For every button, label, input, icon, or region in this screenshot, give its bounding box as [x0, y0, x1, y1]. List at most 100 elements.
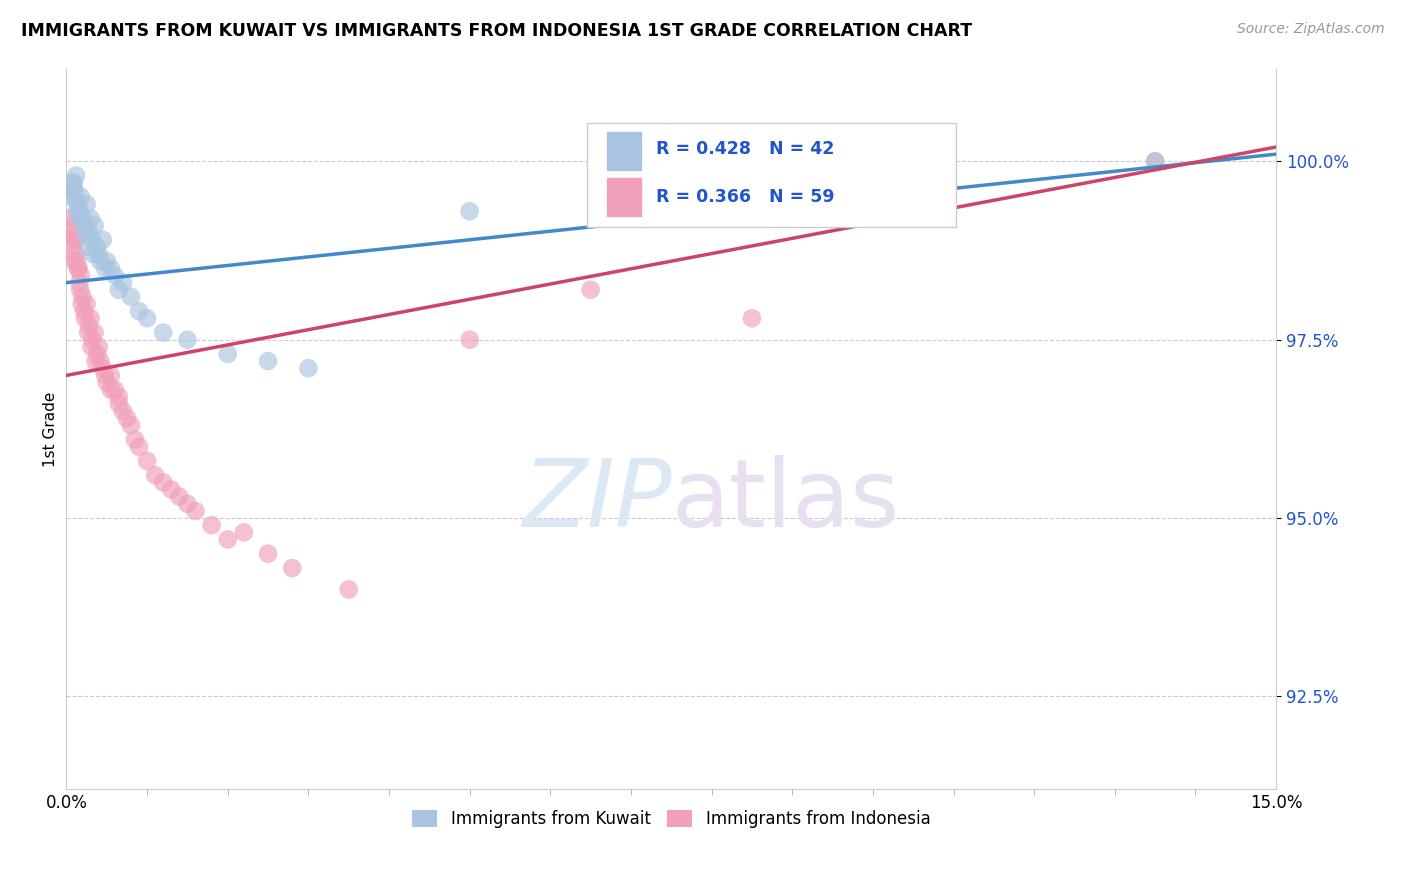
- Point: [62, 240, 84, 254]
- Legend: Immigrants from Kuwait, Immigrants from Indonesia: Immigrants from Kuwait, Immigrants from …: [405, 804, 936, 835]
- Point: [77, 318, 100, 333]
- Point: [176, 333, 198, 347]
- Point: [91, 361, 114, 376]
- Point: [281, 561, 304, 575]
- Point: [104, 268, 127, 283]
- Point: [96, 254, 118, 268]
- Point: [77, 226, 100, 240]
- Point: [79, 311, 101, 326]
- FancyBboxPatch shape: [586, 122, 956, 227]
- Point: [69, 211, 91, 226]
- Point: [87, 247, 110, 261]
- Point: [136, 311, 159, 326]
- Point: [152, 326, 174, 340]
- Point: [69, 283, 91, 297]
- Point: [217, 533, 239, 547]
- Point: [89, 354, 111, 368]
- Point: [70, 297, 93, 311]
- Point: [77, 240, 100, 254]
- Point: [60, 219, 83, 233]
- Point: [60, 183, 83, 197]
- Point: [72, 211, 94, 226]
- Point: [232, 525, 254, 540]
- Point: [184, 504, 207, 518]
- Point: [73, 304, 96, 318]
- Point: [217, 347, 239, 361]
- Point: [62, 233, 84, 247]
- Point: [82, 247, 104, 261]
- Point: [96, 376, 118, 390]
- Point: [72, 290, 94, 304]
- Point: [104, 383, 127, 397]
- Point: [67, 261, 90, 276]
- Point: [128, 440, 150, 454]
- Point: [91, 233, 114, 247]
- Point: [128, 304, 150, 318]
- Point: [94, 368, 117, 383]
- Point: [80, 340, 103, 354]
- Point: [83, 326, 105, 340]
- Point: [337, 582, 360, 597]
- Point: [120, 418, 142, 433]
- Point: [66, 254, 89, 268]
- Point: [86, 240, 108, 254]
- Point: [59, 211, 82, 226]
- Point: [77, 326, 100, 340]
- Point: [100, 383, 122, 397]
- Point: [60, 226, 83, 240]
- Point: [1144, 154, 1167, 169]
- Point: [63, 254, 86, 268]
- Point: [100, 261, 122, 276]
- Point: [458, 333, 481, 347]
- Point: [79, 211, 101, 226]
- Point: [94, 261, 117, 276]
- Point: [176, 497, 198, 511]
- Text: IMMIGRANTS FROM KUWAIT VS IMMIGRANTS FROM INDONESIA 1ST GRADE CORRELATION CHART: IMMIGRANTS FROM KUWAIT VS IMMIGRANTS FRO…: [21, 22, 972, 40]
- Point: [66, 261, 89, 276]
- Point: [108, 390, 131, 404]
- Point: [73, 219, 96, 233]
- Point: [76, 197, 98, 211]
- Text: ZIP: ZIP: [522, 456, 671, 547]
- Point: [59, 190, 82, 204]
- Point: [65, 247, 87, 261]
- Point: [169, 490, 191, 504]
- Point: [65, 190, 87, 204]
- Point: [63, 183, 86, 197]
- Point: [108, 397, 131, 411]
- Point: [108, 283, 131, 297]
- Point: [257, 547, 280, 561]
- Point: [70, 268, 93, 283]
- Point: [201, 518, 224, 533]
- Bar: [607, 133, 641, 170]
- Point: [67, 276, 90, 290]
- Bar: [607, 178, 641, 216]
- Point: [257, 354, 280, 368]
- Point: [458, 204, 481, 219]
- Point: [76, 297, 98, 311]
- Text: atlas: atlas: [671, 455, 900, 547]
- Point: [83, 219, 105, 233]
- Point: [115, 411, 138, 425]
- Point: [67, 204, 90, 219]
- Point: [136, 454, 159, 468]
- Point: [111, 404, 134, 418]
- Text: R = 0.366   N = 59: R = 0.366 N = 59: [655, 188, 834, 206]
- Point: [70, 190, 93, 204]
- Point: [84, 354, 107, 368]
- Point: [66, 197, 89, 211]
- Point: [120, 290, 142, 304]
- Point: [73, 311, 96, 326]
- Point: [579, 283, 602, 297]
- Point: [66, 204, 89, 219]
- Text: Source: ZipAtlas.com: Source: ZipAtlas.com: [1237, 22, 1385, 37]
- Point: [89, 254, 111, 268]
- Y-axis label: 1st Grade: 1st Grade: [44, 392, 58, 467]
- Point: [297, 361, 319, 376]
- Point: [111, 276, 134, 290]
- Point: [143, 468, 166, 483]
- Point: [62, 176, 84, 190]
- Point: [100, 368, 122, 383]
- Point: [87, 340, 110, 354]
- Point: [62, 176, 84, 190]
